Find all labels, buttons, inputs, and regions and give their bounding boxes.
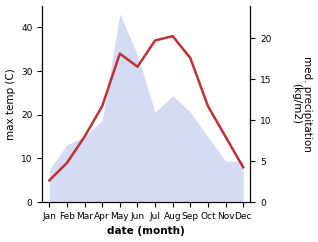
Y-axis label: max temp (C): max temp (C) — [5, 68, 16, 140]
X-axis label: date (month): date (month) — [107, 227, 185, 236]
Y-axis label: med. precipitation
(kg/m2): med. precipitation (kg/m2) — [291, 56, 313, 152]
